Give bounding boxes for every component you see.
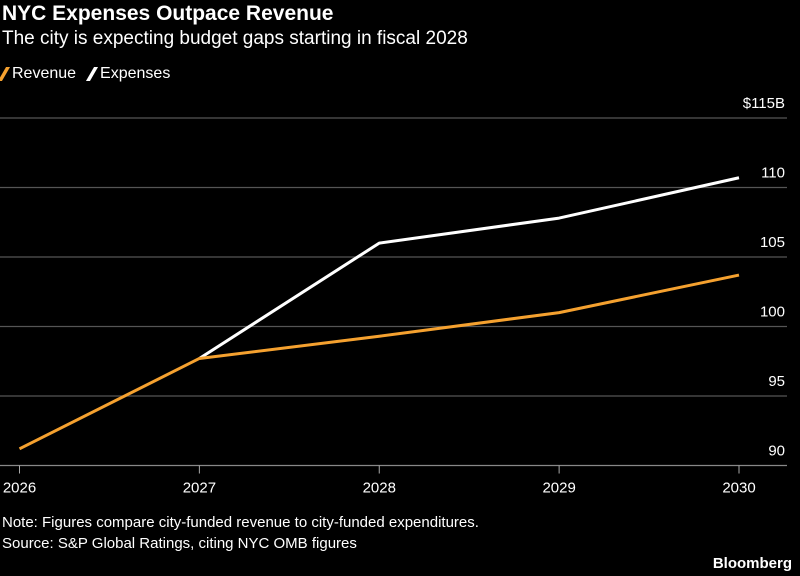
series-line-expenses [198, 176, 740, 360]
y-tick-label: 90 [768, 443, 785, 460]
y-tick-label: 105 [760, 234, 785, 251]
legend-label-revenue: Revenue [12, 65, 77, 82]
legend-item-revenue: Revenue [0, 65, 77, 83]
x-tick-label: 2030 [722, 480, 755, 497]
bloomberg-logo: Bloomberg [712, 555, 792, 572]
series-line-revenue [18, 273, 740, 451]
x-tick-label: 2026 [3, 480, 36, 497]
legend: Revenue Expenses [0, 65, 171, 83]
x-tick-label: 2029 [542, 480, 575, 497]
chart-subtitle: The city is expecting budget gaps starti… [2, 28, 468, 49]
y-tick-label: 110 [761, 165, 785, 182]
x-tick-label: 2028 [363, 480, 396, 497]
chart-source: Source: S&P Global Ratings, citing NYC O… [2, 535, 357, 552]
y-tick-label: 100 [760, 304, 785, 321]
line-chart: $115B 110 105 100 95 90 2026 2027 2028 2029 2030 [0, 95, 787, 497]
legend-item-expenses: Expenses [86, 65, 171, 83]
chart-note: Note: Figures compare city-funded revenu… [2, 514, 479, 531]
x-tick-label: 2027 [183, 480, 216, 497]
legend-label-expenses: Expenses [100, 65, 171, 82]
chart-title: NYC Expenses Outpace Revenue [2, 2, 334, 25]
y-tick-label: $115B [743, 95, 785, 112]
y-tick-label: 95 [768, 373, 785, 390]
